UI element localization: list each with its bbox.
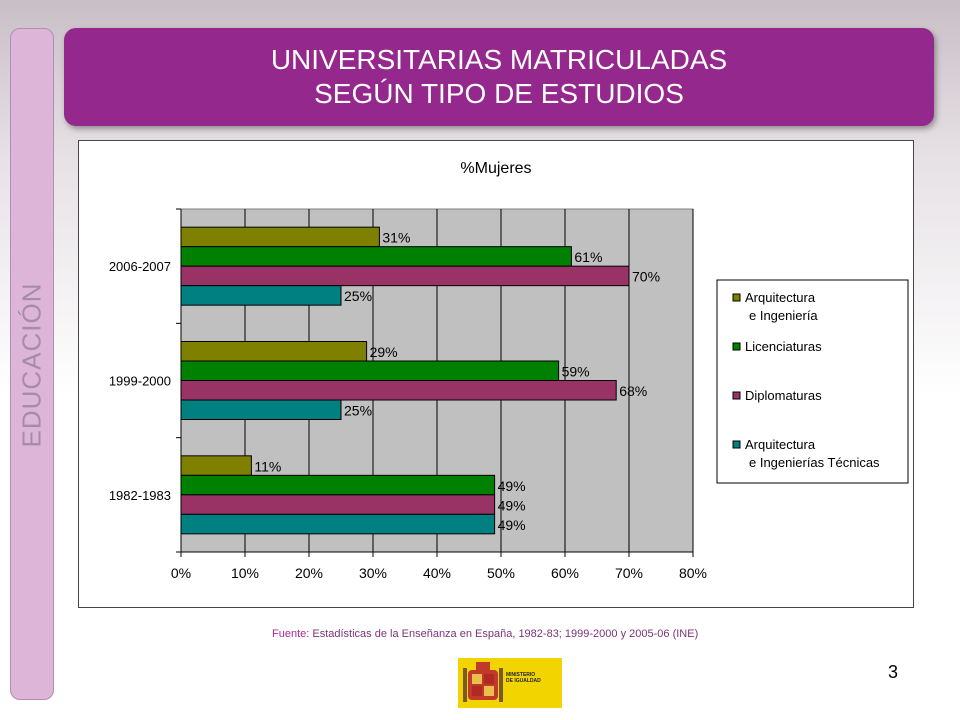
- bar: [180, 265, 630, 287]
- x-tick-label: 40%: [423, 565, 451, 581]
- logo-text-line1: MINISTERIO: [506, 672, 536, 678]
- bar-data-label: 11%: [254, 458, 281, 474]
- bar: [180, 399, 342, 420]
- logo-text-line2: DE IGUALDAD: [506, 678, 541, 684]
- title-banner: UNIVERSITARIAS MATRICULADAS SEGÚN TIPO D…: [64, 28, 934, 126]
- chart-title: %Mujeres: [460, 160, 531, 177]
- bar-data-label: 68%: [619, 383, 647, 399]
- bar: [180, 474, 496, 496]
- x-tick-label: 30%: [359, 565, 387, 581]
- bar-data-label: 31%: [382, 230, 410, 246]
- legend-swatch: [732, 440, 741, 449]
- source-note: Fuente: Estadísticas de la Enseñanza en …: [272, 628, 698, 640]
- side-label: EDUCACIÓN: [16, 282, 47, 448]
- title-line-2: SEGÚN TIPO DE ESTUDIOS: [314, 78, 684, 109]
- title-line-1: UNIVERSITARIAS MATRICULADAS: [270, 44, 728, 75]
- bar: [180, 226, 380, 248]
- category-label: 1982-1983: [109, 488, 171, 503]
- legend-swatch: [732, 391, 741, 400]
- bar: [180, 341, 368, 362]
- bar-data-label: 25%: [344, 288, 372, 304]
- bar-data-label: 59%: [562, 364, 590, 380]
- x-tick-label: 60%: [551, 565, 579, 581]
- side-bar: [10, 28, 54, 700]
- chart-frame: %Mujeres 0% 10% 20% 30% 40% 50% 60% 70% 80% 2006-2…: [78, 140, 914, 608]
- legend-swatch: [732, 342, 741, 351]
- legend-label: Licenciaturas: [745, 339, 822, 354]
- x-tick-label: 50%: [487, 565, 515, 581]
- page-number: 3: [888, 662, 899, 682]
- x-tick-label: 0%: [171, 565, 191, 581]
- bar-data-label: 25%: [344, 403, 372, 419]
- legend-label: Arquitectura: [745, 290, 816, 305]
- category-label: 2006-2007: [109, 259, 171, 274]
- bar: [180, 360, 560, 381]
- x-tick-label: 80%: [679, 565, 707, 581]
- logo-text: MINISTERIO DE IGUALDAD: [506, 672, 541, 684]
- x-tick-label: 20%: [295, 565, 323, 581]
- bar-data-label: 49%: [498, 497, 526, 513]
- legend-label: e Ingenierías Técnicas: [749, 455, 880, 470]
- category-label: 1999-2000: [109, 374, 171, 389]
- legend-label: Diplomaturas: [745, 388, 822, 403]
- source-text: : Estadísticas de la Enseñanza en España…: [306, 628, 699, 640]
- bar: [180, 246, 572, 267]
- x-tick-label: 10%: [231, 565, 259, 581]
- source-label: Fuente: [272, 628, 307, 640]
- bar-data-label: 61%: [574, 249, 602, 265]
- ministry-logo: MINISTERIO DE IGUALDAD: [458, 658, 562, 708]
- bar: [180, 494, 496, 515]
- legend-swatch: [732, 293, 741, 302]
- bar: [180, 285, 342, 306]
- bar: [180, 380, 617, 401]
- x-tick-label: 70%: [615, 565, 643, 581]
- legend-label: e Ingeniería: [749, 308, 818, 323]
- bar-data-label: 70%: [632, 269, 660, 285]
- legend-label: Arquitectura: [745, 437, 816, 452]
- coat-of-arms-icon: [463, 662, 503, 702]
- bar: [180, 455, 252, 476]
- legend-box: [716, 279, 909, 484]
- chart-svg: %Mujeres 0% 10% 20% 30% 40% 50% 60% 70% 80% 2006-2…: [109, 160, 909, 581]
- bar-data-label: 29%: [370, 344, 398, 360]
- bar: [180, 513, 496, 535]
- bar-data-label: 49%: [498, 517, 526, 533]
- bar-data-label: 49%: [498, 478, 526, 494]
